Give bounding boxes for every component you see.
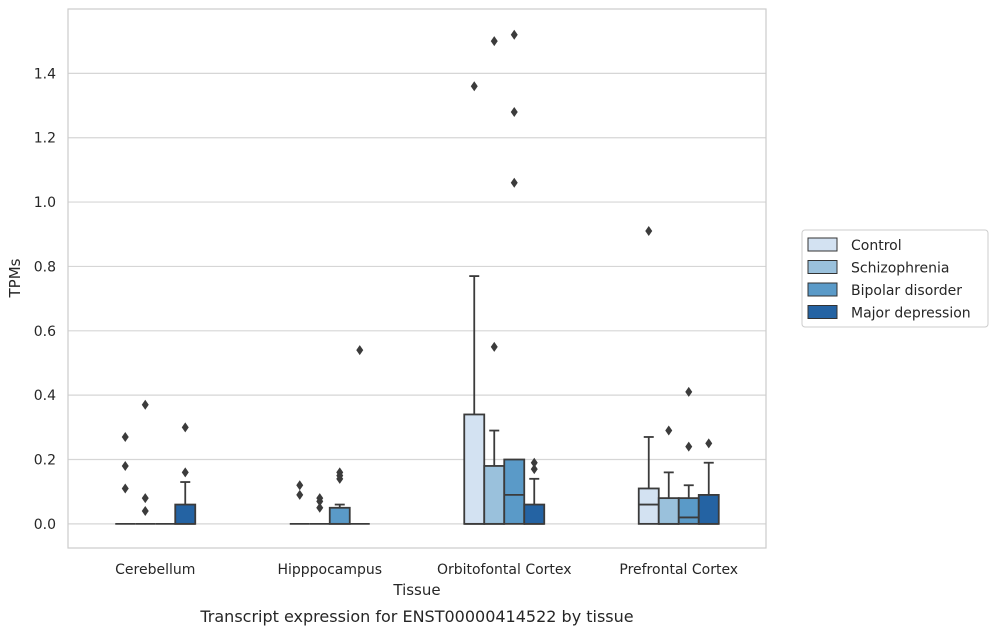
legend-swatch <box>807 282 838 297</box>
outlier-point <box>665 425 673 436</box>
box-group <box>503 29 526 525</box>
y-tick-label: 1.0 <box>34 195 56 211</box>
outlier-point <box>141 399 149 410</box>
box-group <box>328 467 351 525</box>
legend: Control Schizophrenia Bipolar disorder Majo… <box>801 229 989 328</box>
y-tick-label: 0.4 <box>34 388 56 404</box>
box <box>483 465 506 525</box>
outlier-point <box>510 29 518 40</box>
y-tick-label: 0.6 <box>34 324 56 340</box>
outlier-point <box>141 493 149 504</box>
legend-swatch <box>807 237 838 252</box>
outlier-point <box>685 386 693 397</box>
box <box>677 497 700 525</box>
box <box>463 413 486 525</box>
x-tick-label: Prefrontal Cortex <box>619 562 738 578</box>
outlier-point <box>296 480 304 491</box>
box-group <box>697 438 720 525</box>
outlier-point <box>181 422 189 433</box>
box-group <box>174 422 197 525</box>
outlier-point <box>510 177 518 188</box>
box-group <box>483 36 506 525</box>
box <box>503 458 526 525</box>
box-group <box>657 425 680 525</box>
legend-label: Bipolar disorder <box>851 283 962 299</box>
x-axis-label: Tissue <box>392 581 440 599</box>
x-tick-label: Hipppocampus <box>277 562 382 578</box>
x-tick-label: Orbitofontal Cortex <box>437 562 572 578</box>
x-axis-ticks: Cerebellum Hipppocampus Orbitofontal Corte… <box>115 562 738 578</box>
box-group <box>115 431 136 525</box>
outlier-point <box>121 460 129 471</box>
outlier-point <box>181 467 189 478</box>
box <box>328 506 351 525</box>
box <box>657 497 680 525</box>
y-tick-label: 0.2 <box>34 453 56 469</box>
box-group <box>349 345 370 525</box>
box-group <box>135 399 156 525</box>
legend-frame <box>801 229 989 328</box>
box <box>697 494 720 525</box>
legend-label: Schizophrenia <box>851 261 949 277</box>
outlier-point <box>645 226 653 237</box>
outlier-point <box>336 473 344 484</box>
y-axis-label: TPMs <box>6 258 24 298</box>
outlier-point <box>685 441 693 452</box>
outlier-point <box>510 106 518 117</box>
outlier-point <box>296 489 304 500</box>
box <box>174 503 197 525</box>
outlier-point <box>490 341 498 352</box>
box-group <box>677 386 700 525</box>
outlier-point <box>121 483 129 494</box>
outlier-point <box>530 457 538 468</box>
box-group <box>637 226 660 525</box>
box-group <box>289 480 310 525</box>
outlier-point <box>490 36 498 47</box>
legend-swatch <box>807 260 838 274</box>
box-group <box>309 493 330 525</box>
box <box>637 487 660 525</box>
legend-label: Major depression <box>851 306 971 322</box>
y-tick-label: 1.2 <box>34 131 56 147</box>
box <box>523 503 546 525</box>
y-axis-ticks: 0.0 0.2 0.4 0.6 0.8 1.0 1.2 1.4 <box>34 66 56 533</box>
box-group <box>463 81 486 525</box>
legend-swatch <box>807 305 838 319</box>
grid-lines <box>68 72 766 525</box>
y-tick-label: 0.8 <box>34 259 56 275</box>
outlier-point <box>316 496 324 507</box>
legend-label: Control <box>851 238 902 254</box>
x-tick-label: Cerebellum <box>115 562 195 578</box>
y-tick-label: 1.4 <box>34 66 56 82</box>
outlier-point <box>141 505 149 516</box>
outlier-point <box>121 431 129 442</box>
plot-frame <box>67 8 767 549</box>
chart-caption: Transcript expression for ENST0000041452… <box>199 607 633 626</box>
box-group <box>523 457 546 525</box>
outlier-point <box>530 464 538 475</box>
outlier-point <box>356 345 364 356</box>
y-tick-label: 0.0 <box>34 517 56 533</box>
outlier-point <box>470 81 478 92</box>
outlier-point <box>705 438 713 449</box>
boxes <box>115 29 720 525</box>
outlier-point <box>316 502 324 513</box>
